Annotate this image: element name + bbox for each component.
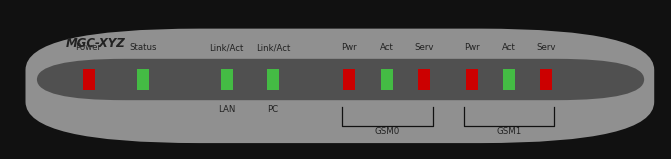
Text: Link/Act: Link/Act bbox=[256, 43, 291, 52]
Bar bbox=[83, 69, 95, 90]
Text: GSM1: GSM1 bbox=[497, 127, 522, 136]
Bar bbox=[540, 69, 552, 90]
Text: Serv: Serv bbox=[414, 43, 434, 52]
Bar bbox=[267, 69, 279, 90]
Bar bbox=[381, 69, 393, 90]
Text: MGC-XYZ: MGC-XYZ bbox=[66, 37, 125, 50]
Text: Pwr: Pwr bbox=[464, 43, 480, 52]
Text: Act: Act bbox=[380, 43, 394, 52]
Bar bbox=[418, 69, 430, 90]
FancyBboxPatch shape bbox=[25, 29, 654, 143]
Bar bbox=[221, 69, 233, 90]
Bar bbox=[466, 69, 478, 90]
Text: GSM0: GSM0 bbox=[375, 127, 400, 136]
Bar bbox=[343, 69, 355, 90]
Text: Link/Act: Link/Act bbox=[209, 43, 244, 52]
Text: Act: Act bbox=[502, 43, 515, 52]
Text: Pwr: Pwr bbox=[341, 43, 357, 52]
Text: LAN: LAN bbox=[218, 105, 236, 114]
Text: PC: PC bbox=[268, 105, 278, 114]
FancyBboxPatch shape bbox=[37, 59, 644, 100]
Bar bbox=[503, 69, 515, 90]
Text: Power: Power bbox=[76, 43, 101, 52]
Text: Status: Status bbox=[130, 43, 156, 52]
Text: Serv: Serv bbox=[536, 43, 556, 52]
Bar bbox=[137, 69, 149, 90]
